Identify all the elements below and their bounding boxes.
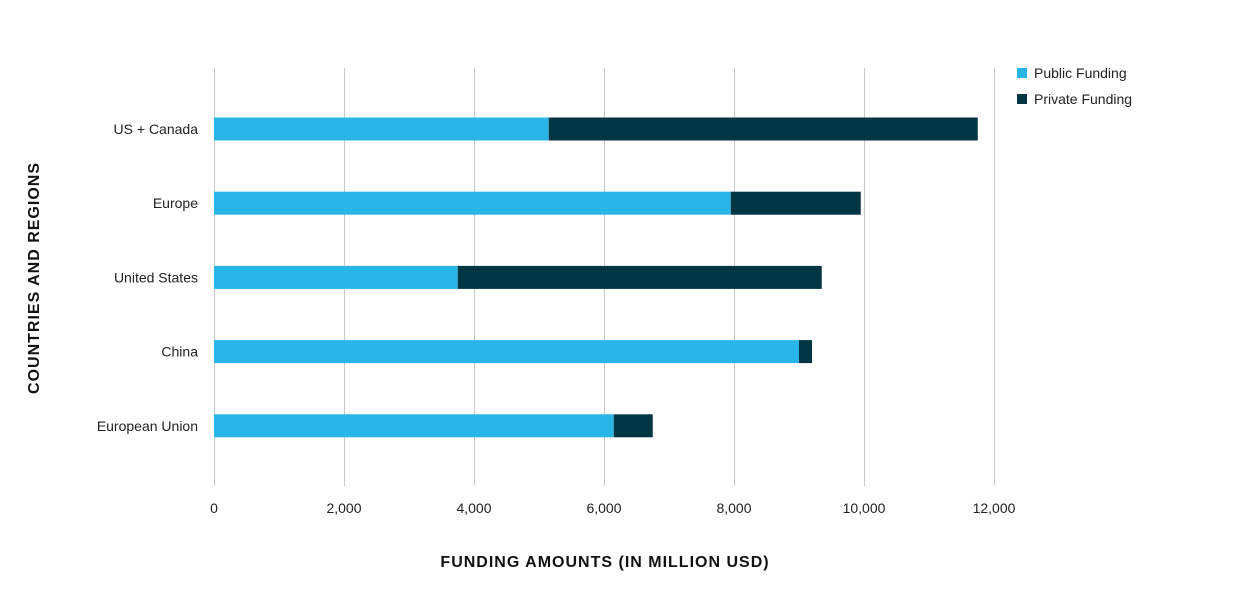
legend-swatch-private-funding — [1017, 94, 1027, 104]
y-axis-title: COUNTRIES AND REGIONS — [26, 162, 43, 394]
x-axis-ticks: 0 2,000 4,000 6,000 8,000 10,000 12,000 — [210, 500, 1016, 516]
x-tick-label-8000: 8,000 — [716, 500, 751, 516]
bar-united-states-public-funding — [214, 265, 458, 289]
category-label-europe: Europe — [153, 195, 198, 211]
category-label-us-canada: US + Canada — [114, 121, 199, 137]
bar-us-canada-private-funding — [548, 117, 978, 141]
x-tick-label-4000: 4,000 — [456, 500, 491, 516]
x-axis-title: FUNDING AMOUNTS (IN MILLION USD) — [440, 554, 769, 571]
category-label-european-union: European Union — [97, 418, 198, 434]
x-tick-label-12000: 12,000 — [973, 500, 1016, 516]
category-label-china: China — [161, 344, 198, 360]
bars — [214, 117, 978, 438]
legend: Public Funding Private Funding — [1017, 65, 1132, 107]
bar-united-states-private-funding — [457, 265, 822, 289]
bar-china-public-funding — [214, 340, 799, 364]
bar-european-union-public-funding — [214, 414, 614, 438]
legend-swatch-public-funding — [1017, 68, 1027, 78]
category-label-united-states: United States — [114, 269, 198, 285]
legend-label-private-funding: Private Funding — [1034, 91, 1132, 107]
x-tick-label-2000: 2,000 — [326, 500, 361, 516]
bar-europe-public-funding — [214, 191, 731, 215]
bar-europe-private-funding — [730, 191, 861, 215]
x-tick-label-6000: 6,000 — [586, 500, 621, 516]
legend-label-public-funding: Public Funding — [1034, 65, 1127, 81]
x-tick-label-0: 0 — [210, 500, 218, 516]
bar-european-union-private-funding — [613, 414, 653, 438]
x-tick-label-10000: 10,000 — [843, 500, 886, 516]
bar-us-canada-public-funding — [214, 117, 549, 141]
y-axis-categories: US + Canada Europe United States China Europ… — [97, 121, 198, 434]
bar-china-private-funding — [799, 340, 812, 364]
